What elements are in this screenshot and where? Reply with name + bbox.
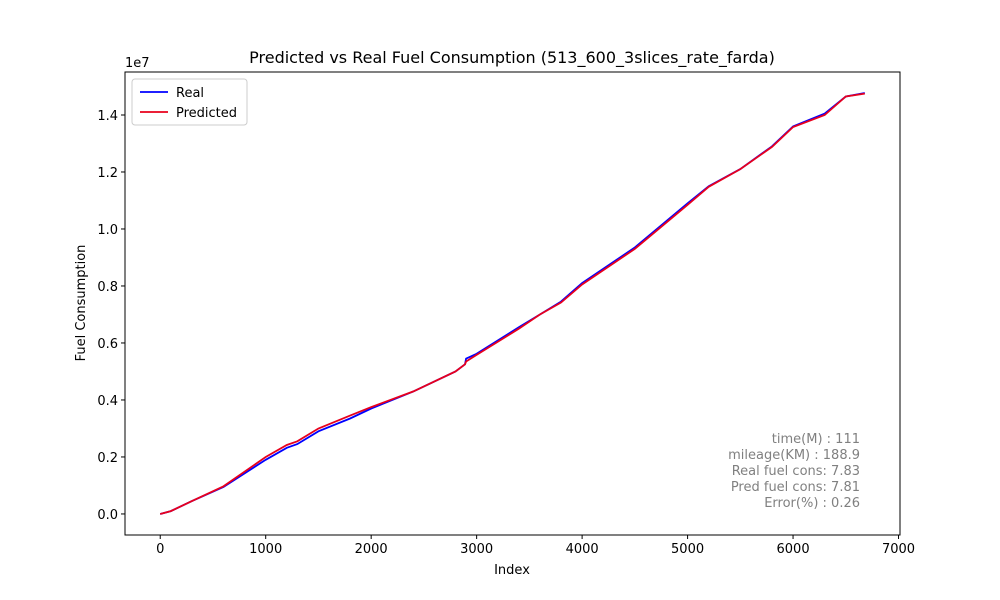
axes-frame xyxy=(124,71,901,536)
y-tick-label: 0.2 xyxy=(97,451,118,466)
y-tick-label: 0.6 xyxy=(97,337,118,352)
y-tick-label: 1.4 xyxy=(97,109,118,124)
y-axis-label: Fuel Consumption xyxy=(74,245,89,362)
y-tick-label: 0.4 xyxy=(97,394,118,409)
y-tick-label: 1.2 xyxy=(97,166,118,181)
annotation: Real fuel cons: 7.83 xyxy=(732,464,860,479)
y-tick-label: 0.8 xyxy=(97,280,118,295)
annotation: Error(%) : 0.26 xyxy=(764,496,860,511)
x-tick-label: 4000 xyxy=(566,542,599,557)
legend-box xyxy=(131,78,248,126)
legend-label: Real xyxy=(176,86,204,101)
y-offset-label: 1e7 xyxy=(125,56,150,71)
x-tick-label: 7000 xyxy=(882,542,915,557)
legend-label: Predicted xyxy=(176,106,237,121)
x-tick-label: 6000 xyxy=(777,542,810,557)
y-tick-label: 1.0 xyxy=(97,223,118,238)
annotation: time(M) : 111 xyxy=(772,432,860,447)
annotation: Pred fuel cons: 7.81 xyxy=(731,480,860,495)
x-axis-label: Index xyxy=(494,563,530,578)
annotation: mileage(KM) : 188.9 xyxy=(728,448,860,463)
x-tick-label: 3000 xyxy=(460,542,493,557)
x-tick-label: 2000 xyxy=(355,542,388,557)
y-tick-label: 0.0 xyxy=(97,508,118,523)
x-tick-label: 0 xyxy=(156,542,164,557)
chart-title: Predicted vs Real Fuel Consumption (513_… xyxy=(249,48,775,68)
x-tick-label: 5000 xyxy=(671,542,704,557)
x-tick-label: 1000 xyxy=(249,542,282,557)
line-series xyxy=(159,92,865,515)
